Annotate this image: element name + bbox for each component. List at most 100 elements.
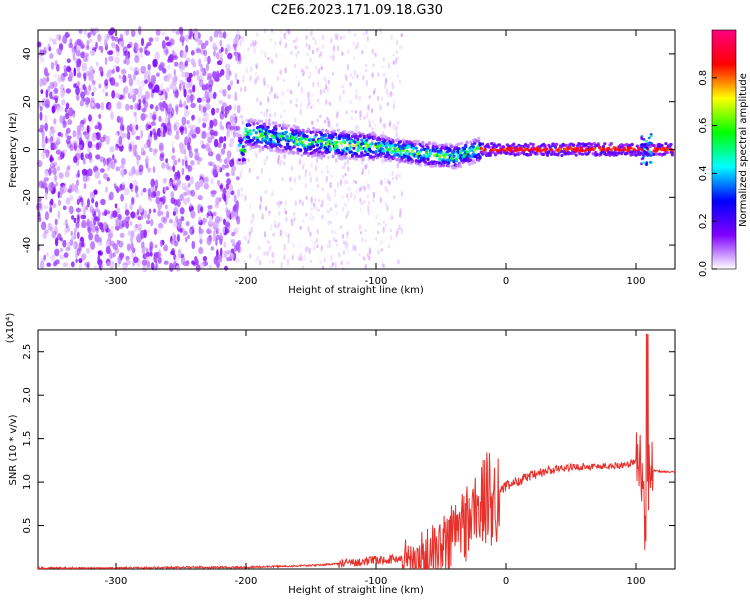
spectrogram-cell [150,218,154,227]
spectrogram-cell [242,78,245,83]
spectrogram-cell [272,232,275,237]
spectrogram-cell [57,77,62,83]
spectrogram-cell [423,163,427,167]
spectrogram-cell [278,230,282,234]
spectrogram-cell [165,210,170,219]
colorbar-tick-label: 0.4 [698,165,709,181]
spectrogram-cell [136,103,142,110]
spectrogram-cell [141,107,147,112]
spectrogram-cell [189,94,194,104]
spectrogram-cell [396,137,400,141]
spectrogram-cell [44,211,50,221]
spectrogram-cell [69,205,74,215]
spectrogram-cell [518,151,522,155]
spectrogram-cell [165,87,170,93]
spectrogram-cell [170,191,175,199]
spectrogram-cell [457,161,461,165]
spectrogram-cell [261,216,264,220]
spectrogram-cell [385,78,388,86]
spectrogram-cell [105,158,110,166]
spectrogram-cell [287,124,291,128]
spectrogram-cell [625,151,629,155]
spectrogram-cell [336,128,340,132]
spectrogram-cell [209,264,212,269]
spectrogram-cell [391,170,394,177]
spectrogram-cell [284,231,288,237]
spectrogram-cell [62,205,67,210]
spectrogram-cell [408,140,412,144]
spectrogram-cell [76,247,80,256]
spectrogram-cell [307,102,310,106]
spectrogram-cell [250,65,253,73]
spectrogram-cell [239,246,242,253]
spectrogram-cell [400,190,404,198]
spectrogram-cell [82,157,86,165]
spectrogram-cell [303,140,306,146]
spectrogram-cell [312,81,315,88]
spectrogram-cell [501,145,505,149]
spectrogram-cell [639,151,643,155]
spectrogram-cell [647,136,651,140]
spectrogram-cell [236,215,241,225]
spectrogram-cell [114,203,118,209]
spectrogram-cell [219,235,224,242]
spectrogram-cell [244,235,247,242]
spectrogram-cell [88,158,93,163]
spectrogram-cell [350,191,353,199]
spectrogram-cell [648,160,652,164]
spectrogram-cell [87,168,93,177]
spectrogram-cell [275,142,279,146]
spectrogram-cell [377,230,380,234]
spectrogram-cell [378,144,382,148]
spectrogram-cell [200,206,204,213]
spectrogram-cell [268,246,271,253]
spectrogram-cell [427,142,431,146]
spectrogram-cell [491,150,495,154]
spectrogram-cell [274,124,278,129]
spectrogram-cell [149,103,154,110]
spectrogram-cell [45,136,48,144]
spectrogram-cell [308,98,312,105]
spectrogram-cell [317,82,321,88]
spectrogram-cell [65,127,71,134]
spectrogram-cell [91,197,95,204]
spectrogram-cell [133,42,138,48]
spectrogram-cell [271,59,274,64]
spectrogram-cell [655,152,659,156]
spectrogram-cell [335,140,339,144]
spectrogram-cell [382,65,385,69]
spectrogram-cell [140,113,146,121]
spectrogram-cell [117,46,120,53]
spectrogram-cell [283,161,286,166]
spectrogram-cell [175,215,179,223]
spectrogram-cell [58,199,61,206]
spectrogram-cell [77,58,82,68]
spectrogram-cell [249,253,252,259]
spectrogram-cell [58,105,64,112]
spectrogram-cell [296,126,300,130]
spectrogram-cell [172,76,178,82]
spectrogram-cell [148,82,153,88]
spectrogram-cell [325,175,328,183]
spectrogram-cell [119,116,124,125]
spectrogram-cell [342,165,346,169]
spectrogram-cell [577,145,581,149]
spectrogram-cell [236,34,240,43]
spectrogram-cell [189,228,192,235]
spectrogram-cell [250,226,253,233]
spectrogram-cell [97,254,101,263]
spectrogram-cell [333,188,337,194]
spectrogram-cell [391,138,395,143]
spectrogram-cell [118,240,124,248]
spectrogram-cell [381,158,384,164]
spectrogram-cell [94,264,98,270]
spectrogram-cell [203,183,209,190]
spectrogram-cell [340,165,343,170]
spectrogram-cell [46,262,51,267]
spectrogram-cell [351,109,354,113]
spectrogram-cell [305,35,308,40]
spectrogram-cell [99,222,104,230]
spectrogram-cell [55,181,58,187]
